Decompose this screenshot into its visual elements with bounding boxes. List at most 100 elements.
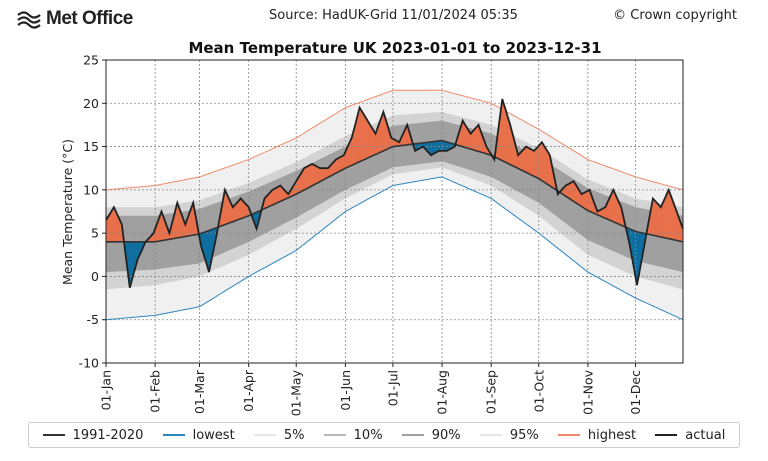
legend-label: lowest (192, 427, 235, 443)
anomaly-above-fill (668, 189, 671, 240)
x-tick-label: 01-Mar (192, 369, 207, 414)
anomaly-above-fill (367, 119, 370, 159)
anomaly-above-fill (662, 200, 665, 238)
anomaly-above-fill (666, 189, 669, 239)
x-tick-label: 01-Jul (385, 370, 400, 406)
anomaly-above-fill (655, 201, 658, 237)
x-tick-label: 01-Oct (531, 370, 546, 412)
anomaly-above-fill (368, 122, 371, 158)
anomaly-above-fill (503, 104, 506, 163)
anomaly-below-fill (432, 141, 435, 155)
anomaly-above-fill (361, 109, 363, 162)
anomaly-above-fill (475, 126, 478, 152)
anomaly-above-fill (305, 166, 308, 190)
anomaly-above-fill (505, 109, 508, 164)
anomaly-above-fill (240, 197, 243, 220)
legend-item: highest (557, 428, 636, 443)
x-tick-label: 01-Sep (484, 370, 499, 414)
legend-swatch (42, 434, 65, 436)
anomaly-above-fill (362, 112, 365, 161)
anomaly-above-fill (272, 188, 275, 206)
anomaly-above-fill (308, 164, 311, 188)
anomaly-above-fill (473, 127, 476, 151)
x-tick-label: 01-Jun (338, 370, 353, 411)
anomaly-above-fill (112, 206, 115, 242)
legend-label: 1991-2020 (72, 427, 144, 443)
anomaly-above-fill (568, 182, 571, 200)
anomaly-below-fill (438, 140, 441, 152)
anomaly-above-fill (471, 129, 474, 151)
logo-text: Met Office (46, 8, 133, 29)
legend-label: 5% (283, 427, 305, 443)
anomaly-above-fill (316, 166, 319, 184)
legend-swatch (253, 434, 276, 436)
highest-line (105, 89, 684, 191)
y-tick-label: 20 (83, 96, 99, 111)
y-axis-label: Mean Temperature (°C) (60, 139, 75, 285)
legend-label: actual (685, 427, 726, 443)
actual-line (105, 98, 684, 288)
x-tick-label: 01-May (289, 369, 304, 416)
anomaly-above-fill (365, 117, 368, 160)
anomaly-above-fill (525, 146, 528, 174)
legend-item: 95% (479, 428, 539, 443)
anomaly-above-fill (224, 189, 227, 225)
anomaly-above-fill (107, 214, 110, 242)
anomaly-above-fill (530, 148, 533, 176)
anomaly-above-fill (307, 165, 310, 189)
anomaly-below-fill (443, 140, 446, 152)
legend-swatch (655, 434, 678, 436)
anomaly-above-fill (659, 204, 662, 238)
anomaly-above-fill (476, 124, 479, 152)
plot-frame (105, 59, 684, 364)
anomaly-above-fill (522, 147, 525, 172)
anomaly-above-fill (521, 149, 524, 172)
x-tick-label: 01-Aug (435, 370, 450, 415)
anomaly-above-fill (311, 163, 314, 187)
y-tick-label: 5 (91, 226, 99, 241)
anomaly-above-fill (335, 158, 338, 174)
legend-item: 1991-2020 (42, 427, 144, 443)
anomaly-above-fill (318, 167, 321, 183)
anomaly-above-fill (372, 127, 375, 157)
anomaly-above-fill (535, 146, 538, 179)
y-tick-label: 0 (91, 269, 99, 284)
anomaly-above-fill (502, 98, 505, 162)
anomaly-above-fill (527, 147, 530, 175)
anomaly-above-fill (322, 168, 325, 181)
anomaly-above-fill (652, 197, 655, 236)
anomaly-above-fill (567, 183, 570, 199)
x-tick-label: 01-Apr (241, 369, 256, 412)
anomaly-above-fill (584, 191, 587, 210)
legend: 1991-2020 lowest 5% 10% 90% 95% highest actual (28, 422, 740, 448)
chart-title: Mean Temperature UK 2023-01-01 to 2023-1… (188, 39, 601, 57)
anomaly-above-fill (540, 141, 543, 182)
anomaly-above-fill (571, 180, 574, 202)
y-tick-label: 25 (83, 53, 99, 68)
legend-swatch (401, 434, 424, 436)
legend-swatch (162, 434, 185, 436)
anomaly-above-fill (237, 199, 240, 221)
y-tick-label: 15 (83, 139, 99, 154)
anomaly-above-fill (324, 168, 327, 180)
anomaly-above-fill (663, 196, 666, 239)
anomaly-above-fill (278, 185, 281, 203)
anomaly-above-fill (665, 193, 668, 239)
met-office-logo: Met Office (16, 8, 133, 30)
anomaly-above-fill (273, 187, 276, 205)
anomaly-above-fill (303, 167, 306, 191)
anomaly-above-fill (338, 156, 341, 172)
anomaly-above-fill (340, 155, 343, 172)
anomaly-above-fill (581, 192, 584, 208)
lowest-line (105, 176, 684, 321)
anomaly-above-fill (529, 147, 532, 176)
anomaly-above-fill (544, 146, 547, 185)
climatology-mean-line (106, 139, 684, 243)
anomaly-above-fill (657, 203, 660, 237)
anomaly-above-fill (543, 144, 546, 184)
anomaly-below-fill (430, 141, 433, 156)
anomaly-above-fill (370, 125, 373, 157)
y-tick-label: -10 (79, 356, 99, 371)
x-tick-label: 01-Jan (99, 370, 114, 410)
